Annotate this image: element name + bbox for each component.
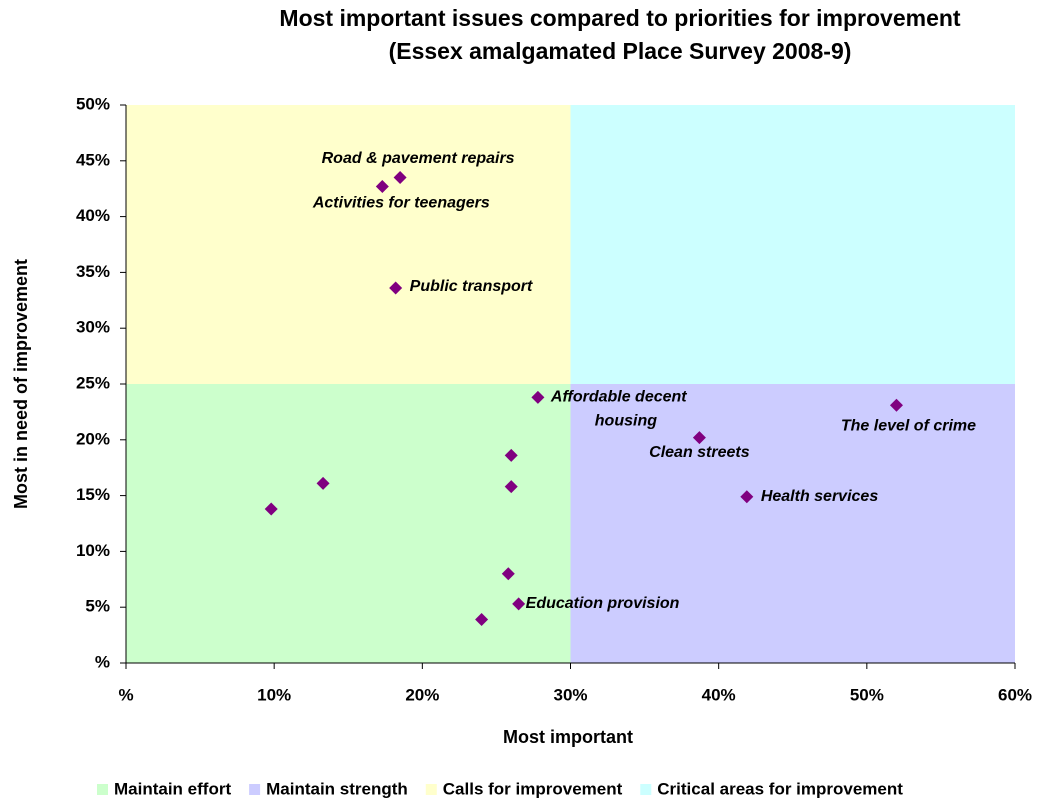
point <box>375 179 389 193</box>
x-tick-label: 50% <box>850 685 884 704</box>
y-tick-label: 30% <box>76 318 110 337</box>
y-axis-label: Most in need of improvement <box>11 259 31 509</box>
point-label: Road & pavement repairs <box>322 150 515 167</box>
legend-swatch <box>425 784 437 795</box>
x-tick-label: % <box>118 685 133 704</box>
point <box>504 480 518 494</box>
point <box>316 476 330 490</box>
point-label: The level of crime <box>841 417 976 434</box>
legend-label: Critical areas for improvement <box>657 779 903 798</box>
legend-swatch <box>97 784 108 795</box>
x-tick-label: 40% <box>702 685 736 704</box>
point-label: Health services <box>761 488 879 505</box>
point <box>393 171 407 185</box>
legend-swatch <box>249 784 261 795</box>
y-tick-label: 50% <box>76 94 110 113</box>
y-tick-label: % <box>95 652 110 671</box>
y-tick-label: 25% <box>76 373 110 392</box>
x-tick-label: 10% <box>257 685 291 704</box>
y-tick-label: 40% <box>76 206 110 225</box>
quadrant <box>570 384 1015 663</box>
x-tick-label: 20% <box>405 685 439 704</box>
point <box>692 431 706 445</box>
point <box>264 502 278 516</box>
legend-label: Maintain strength <box>266 779 408 798</box>
point <box>740 490 754 504</box>
legend-label: Maintain effort <box>114 779 231 798</box>
point-label: Affordable decent housing <box>550 389 691 430</box>
point <box>389 281 403 295</box>
point-label: Public transport <box>410 278 533 295</box>
point <box>889 398 903 412</box>
y-tick-label: 45% <box>76 150 110 169</box>
chart-subtitle: (Essex amalgamated Place Survey 2008-9) <box>389 38 852 64</box>
x-axis-label: Most important <box>503 727 633 747</box>
y-tick-label: 5% <box>85 597 110 616</box>
y-tick-label: 35% <box>76 262 110 281</box>
point-label: Education provision <box>526 595 680 612</box>
point <box>501 567 515 581</box>
point <box>475 612 489 626</box>
y-tick-label: 20% <box>76 429 110 448</box>
y-tick-label: 10% <box>76 541 110 560</box>
legend-label: Calls for improvement <box>443 779 623 798</box>
x-tick-label: 30% <box>553 685 587 704</box>
point-label: Clean streets <box>649 444 750 461</box>
point <box>531 390 545 404</box>
x-tick-label: 60% <box>998 685 1032 704</box>
point-label: Activities for teenagers <box>312 195 490 212</box>
quadrant <box>570 105 1015 384</box>
point <box>512 597 526 611</box>
point <box>504 448 518 462</box>
quadrant <box>126 384 571 663</box>
legend-swatch <box>640 784 652 795</box>
quadrant <box>126 105 571 384</box>
y-tick-label: 15% <box>76 485 110 504</box>
chart-title: Most important issues compared to priori… <box>279 5 961 31</box>
